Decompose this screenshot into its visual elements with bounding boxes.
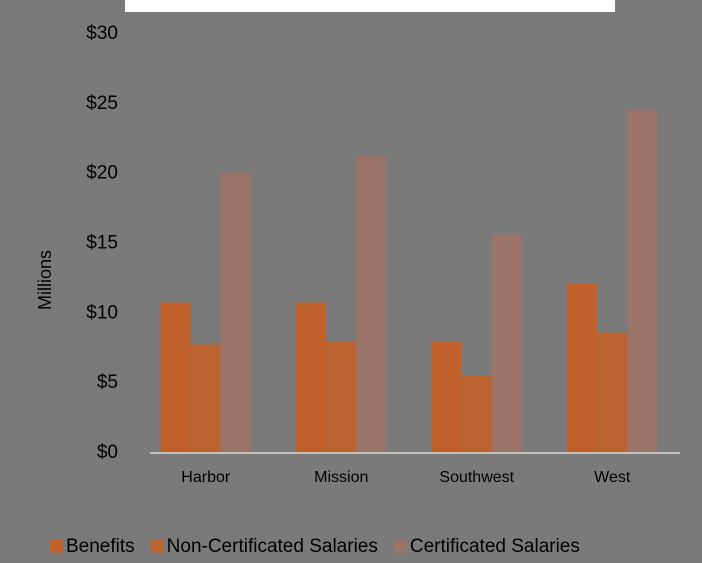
bar — [461, 376, 492, 453]
x-tick-label: Southwest — [439, 469, 514, 486]
y-tick-label: $10 — [86, 302, 118, 323]
bar — [491, 235, 522, 453]
y-tick-label: $15 — [86, 233, 118, 254]
legend-label: Certificated Salaries — [410, 536, 580, 557]
bar — [190, 345, 221, 453]
y-axis-label: Millions — [35, 250, 55, 310]
legend-label: Benefits — [66, 536, 135, 557]
legend-swatch — [393, 540, 407, 553]
bar — [326, 341, 357, 453]
bar — [220, 173, 251, 453]
legend-swatch — [150, 540, 164, 553]
x-tick-label: Harbor — [181, 469, 231, 486]
bar — [160, 302, 191, 453]
title-box — [125, 0, 615, 12]
legend-swatch — [50, 540, 63, 553]
bar — [567, 284, 598, 453]
bar — [627, 110, 658, 453]
bar — [431, 341, 462, 453]
bar — [356, 156, 387, 453]
y-tick-label: $30 — [86, 23, 118, 44]
y-tick-label: $20 — [86, 163, 118, 184]
y-tick-label: $0 — [97, 442, 118, 463]
bar — [597, 333, 628, 453]
y-tick-label: $5 — [97, 372, 118, 393]
bar — [296, 302, 327, 453]
x-tick-label: Mission — [314, 469, 368, 486]
y-tick-label: $25 — [86, 93, 118, 114]
x-tick-label: West — [594, 469, 631, 486]
legend-label: Non-Certificated Salaries — [167, 536, 378, 557]
